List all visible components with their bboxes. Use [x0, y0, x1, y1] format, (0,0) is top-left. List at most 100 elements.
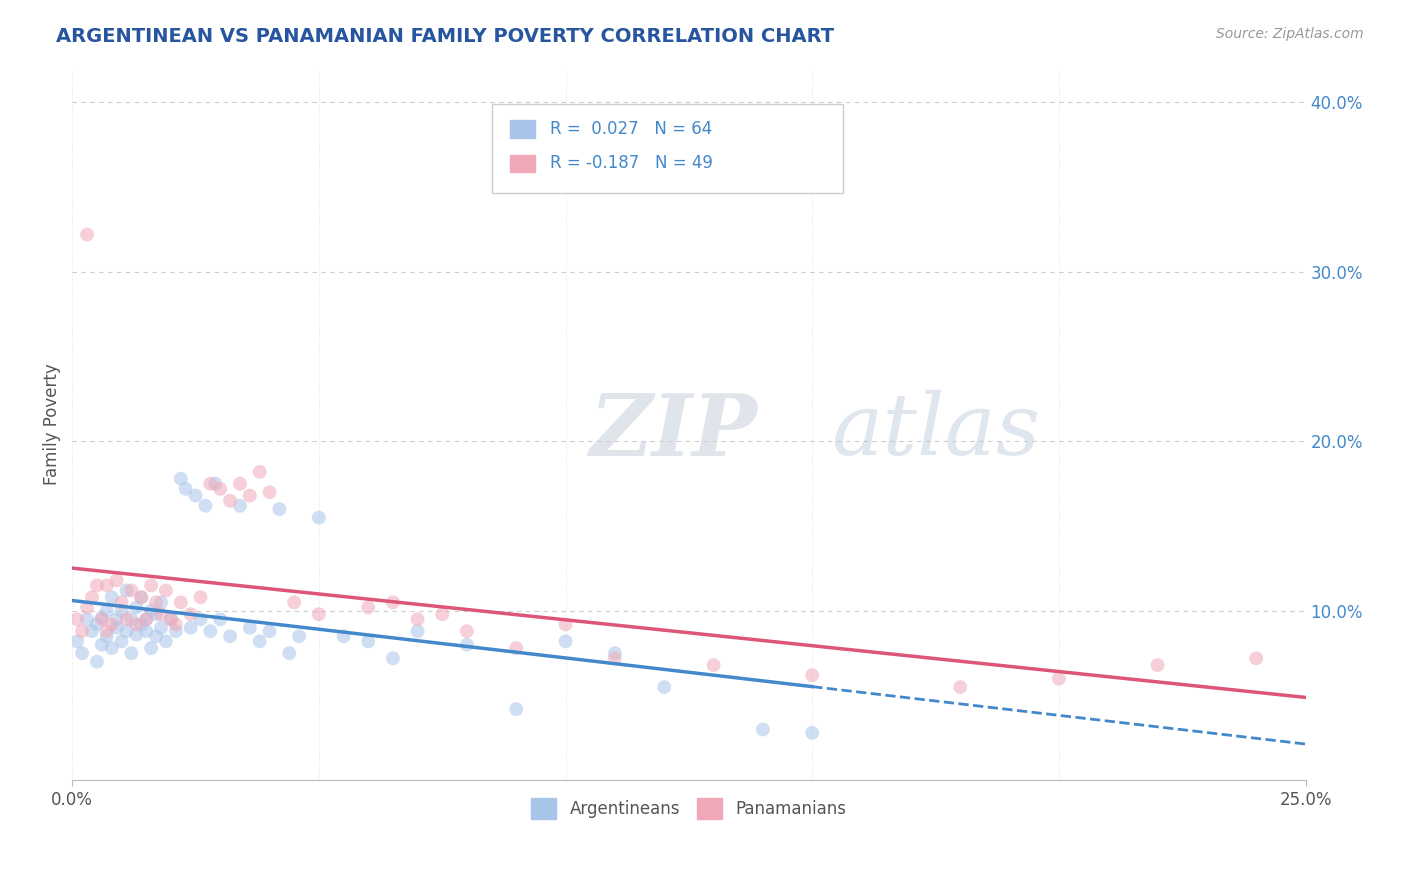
Point	[174, 482, 197, 496]
Point	[155, 583, 177, 598]
Point	[110, 634, 132, 648]
Point	[80, 591, 103, 605]
Point	[406, 612, 429, 626]
Point	[155, 634, 177, 648]
Point	[76, 227, 98, 242]
Point	[288, 629, 311, 643]
Point	[269, 502, 291, 516]
Point	[259, 624, 281, 639]
Point	[141, 578, 163, 592]
Point	[229, 476, 252, 491]
Point	[603, 646, 626, 660]
Y-axis label: Family Poverty: Family Poverty	[44, 364, 60, 485]
Point	[381, 651, 404, 665]
Point	[432, 607, 454, 622]
Point	[129, 591, 152, 605]
Point	[308, 607, 330, 622]
Point	[204, 476, 226, 491]
Legend: Argentineans, Panamanians: Argentineans, Panamanians	[524, 792, 853, 825]
Point	[283, 595, 305, 609]
Point	[141, 604, 163, 618]
Point	[406, 624, 429, 639]
Point	[200, 624, 222, 639]
Point	[209, 482, 232, 496]
Point	[219, 493, 242, 508]
Point	[120, 583, 142, 598]
Point	[105, 621, 128, 635]
Point	[184, 489, 207, 503]
Point	[145, 629, 167, 643]
Point	[70, 646, 93, 660]
Point	[180, 607, 202, 622]
Point	[949, 680, 972, 694]
Point	[505, 641, 527, 656]
Point	[1244, 651, 1267, 665]
Point	[165, 617, 187, 632]
Point	[1146, 658, 1168, 673]
Point	[110, 604, 132, 618]
Point	[165, 624, 187, 639]
Point	[135, 624, 157, 639]
Point	[505, 702, 527, 716]
Point	[96, 578, 118, 592]
Point	[141, 641, 163, 656]
Point	[357, 600, 380, 615]
Point	[80, 624, 103, 639]
Point	[125, 627, 148, 641]
Text: ARGENTINEAN VS PANAMANIAN FAMILY POVERTY CORRELATION CHART: ARGENTINEAN VS PANAMANIAN FAMILY POVERTY…	[56, 27, 834, 45]
Point	[145, 595, 167, 609]
Point	[110, 595, 132, 609]
Point	[229, 499, 252, 513]
Point	[160, 612, 183, 626]
Point	[200, 476, 222, 491]
FancyBboxPatch shape	[492, 104, 844, 193]
Point	[105, 612, 128, 626]
Point	[115, 583, 138, 598]
Point	[120, 646, 142, 660]
Point	[125, 600, 148, 615]
Point	[115, 624, 138, 639]
Point	[652, 680, 675, 694]
Point	[239, 621, 262, 635]
Point	[96, 629, 118, 643]
Point	[76, 612, 98, 626]
Point	[219, 629, 242, 643]
Point	[381, 595, 404, 609]
Point	[86, 617, 108, 632]
Point	[239, 489, 262, 503]
Point	[170, 595, 193, 609]
Point	[180, 621, 202, 635]
Text: R =  0.027   N = 64: R = 0.027 N = 64	[550, 120, 711, 138]
Point	[150, 621, 173, 635]
Point	[96, 624, 118, 639]
Point	[752, 723, 775, 737]
Point	[554, 617, 576, 632]
Point	[100, 591, 122, 605]
Point	[357, 634, 380, 648]
Point	[194, 499, 217, 513]
Point	[603, 651, 626, 665]
Point	[115, 612, 138, 626]
Point	[86, 655, 108, 669]
Point	[135, 612, 157, 626]
Point	[332, 629, 354, 643]
Point	[70, 624, 93, 639]
Point	[150, 607, 173, 622]
Point	[190, 591, 212, 605]
Point	[456, 638, 478, 652]
Text: R = -0.187   N = 49: R = -0.187 N = 49	[550, 154, 713, 172]
Point	[100, 641, 122, 656]
Point	[105, 574, 128, 588]
Point	[801, 668, 824, 682]
Point	[125, 617, 148, 632]
Point	[120, 612, 142, 626]
Point	[150, 595, 173, 609]
Point	[249, 634, 271, 648]
Point	[76, 600, 98, 615]
Point	[554, 634, 576, 648]
Point	[190, 612, 212, 626]
Point	[1047, 672, 1070, 686]
Point	[170, 472, 193, 486]
Text: atlas: atlas	[831, 390, 1040, 473]
Bar	[510, 120, 534, 137]
